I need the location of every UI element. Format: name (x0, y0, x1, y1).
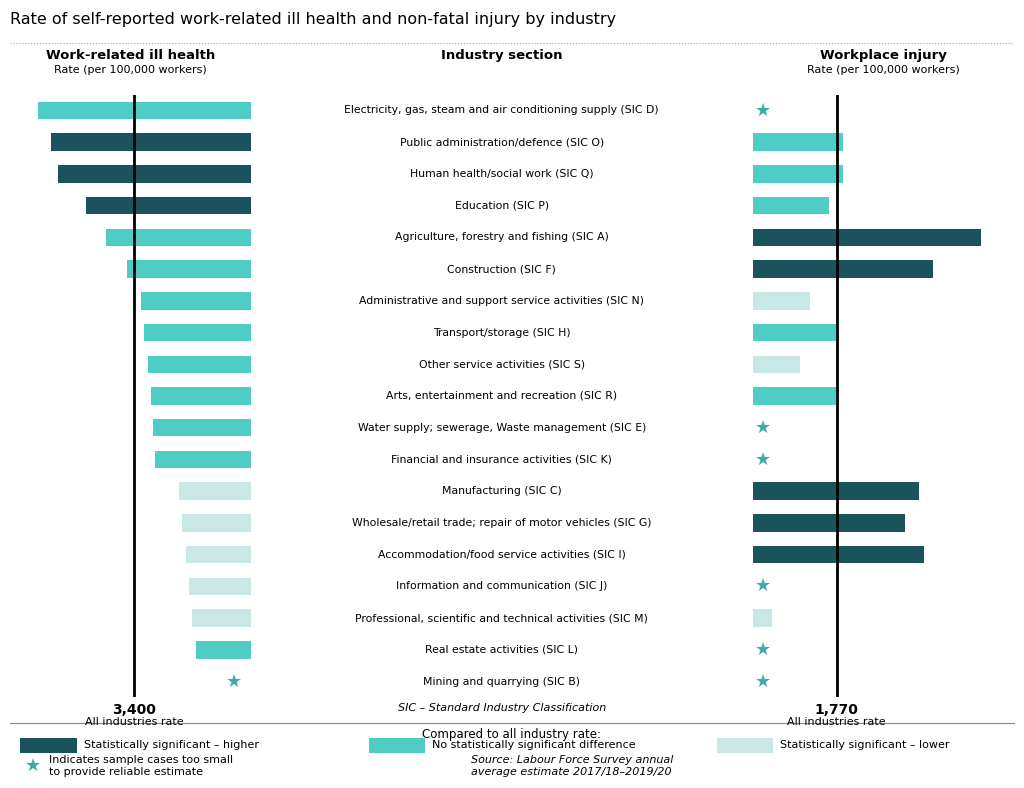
Text: Agriculture, forestry and fishing (SIC A): Agriculture, forestry and fishing (SIC A… (395, 232, 608, 243)
Text: No statistically significant difference: No statistically significant difference (432, 741, 636, 750)
Text: Manufacturing (SIC C): Manufacturing (SIC C) (442, 486, 561, 496)
Text: Accommodation/food service activities (SIC I): Accommodation/food service activities (S… (378, 549, 626, 559)
Text: Transport/storage (SIC H): Transport/storage (SIC H) (433, 328, 570, 337)
Bar (753, 324, 837, 341)
Text: ★: ★ (755, 451, 771, 468)
Text: Rate (per 100,000 workers): Rate (per 100,000 workers) (54, 65, 207, 75)
Text: Professional, scientific and technical activities (SIC M): Professional, scientific and technical a… (355, 613, 648, 623)
Bar (753, 355, 800, 373)
Text: Mining and quarrying (SIC B): Mining and quarrying (SIC B) (423, 677, 581, 686)
Text: Electricity, gas, steam and air conditioning supply (SIC D): Electricity, gas, steam and air conditio… (344, 106, 659, 115)
Text: ★: ★ (755, 641, 771, 659)
Bar (178, 482, 251, 500)
Bar (144, 324, 251, 341)
Bar (189, 578, 251, 595)
Text: ★: ★ (755, 672, 771, 690)
Text: 1,770: 1,770 (815, 703, 858, 717)
Text: Statistically significant – higher: Statistically significant – higher (84, 741, 259, 750)
Text: Human health/social work (SIC Q): Human health/social work (SIC Q) (410, 169, 594, 179)
Bar (141, 292, 251, 310)
Bar (753, 197, 828, 214)
Bar (196, 641, 251, 659)
Text: Rate of self-reported work-related ill health and non-fatal injury by industry: Rate of self-reported work-related ill h… (10, 12, 616, 27)
Bar (106, 229, 251, 246)
Text: ★: ★ (755, 102, 771, 120)
Bar (753, 482, 919, 500)
Bar (127, 260, 251, 278)
Text: Construction (SIC F): Construction (SIC F) (447, 264, 556, 274)
Text: Administrative and support service activities (SIC N): Administrative and support service activ… (359, 296, 644, 306)
Bar (193, 609, 251, 626)
Text: Other service activities (SIC S): Other service activities (SIC S) (419, 359, 585, 370)
Bar (51, 133, 251, 151)
Text: Source: Labour Force Survey annual
average estimate 2017/18–2019/20: Source: Labour Force Survey annual avera… (471, 755, 674, 777)
Text: Education (SIC P): Education (SIC P) (455, 201, 549, 210)
Text: ★: ★ (755, 418, 771, 437)
Bar (753, 546, 924, 563)
Text: ★: ★ (755, 578, 771, 596)
Bar (152, 387, 251, 405)
Text: ★: ★ (25, 757, 41, 775)
Bar (753, 229, 981, 246)
Bar (753, 387, 837, 405)
Text: Real estate activities (SIC L): Real estate activities (SIC L) (425, 645, 579, 655)
Text: Work-related ill health: Work-related ill health (46, 49, 215, 61)
Bar (153, 419, 251, 437)
Text: Industry section: Industry section (441, 49, 562, 61)
Text: Compared to all industry rate:: Compared to all industry rate: (423, 728, 601, 741)
Bar (58, 165, 251, 183)
Bar (147, 355, 251, 373)
Text: SIC – Standard Industry Classification: SIC – Standard Industry Classification (397, 703, 606, 713)
Text: Statistically significant – lower: Statistically significant – lower (780, 741, 950, 750)
Bar (185, 546, 251, 563)
Bar (753, 609, 772, 626)
Text: Indicates sample cases too small
to provide reliable estimate: Indicates sample cases too small to prov… (49, 755, 233, 777)
Bar (753, 292, 810, 310)
Text: Workplace injury: Workplace injury (820, 49, 946, 61)
Text: All industries rate: All industries rate (787, 717, 886, 727)
Bar (753, 133, 843, 151)
Bar (155, 451, 251, 468)
Bar (182, 514, 251, 532)
Bar (753, 165, 843, 183)
Text: ★: ★ (226, 672, 242, 690)
Bar (86, 197, 251, 214)
Text: Financial and insurance activities (SIC K): Financial and insurance activities (SIC … (391, 455, 612, 464)
Bar (753, 260, 933, 278)
Text: Wholesale/retail trade; repair of motor vehicles (SIC G): Wholesale/retail trade; repair of motor … (352, 518, 651, 528)
Bar (38, 102, 251, 119)
Bar (753, 514, 904, 532)
Text: 3,400: 3,400 (112, 703, 156, 717)
Text: Arts, entertainment and recreation (SIC R): Arts, entertainment and recreation (SIC … (386, 391, 617, 401)
Text: Public administration/defence (SIC O): Public administration/defence (SIC O) (399, 137, 604, 147)
Text: All industries rate: All industries rate (85, 717, 183, 727)
Text: Rate (per 100,000 workers): Rate (per 100,000 workers) (807, 65, 959, 75)
Text: Water supply; sewerage, Waste management (SIC E): Water supply; sewerage, Waste management… (357, 422, 646, 433)
Text: Information and communication (SIC J): Information and communication (SIC J) (396, 582, 607, 591)
